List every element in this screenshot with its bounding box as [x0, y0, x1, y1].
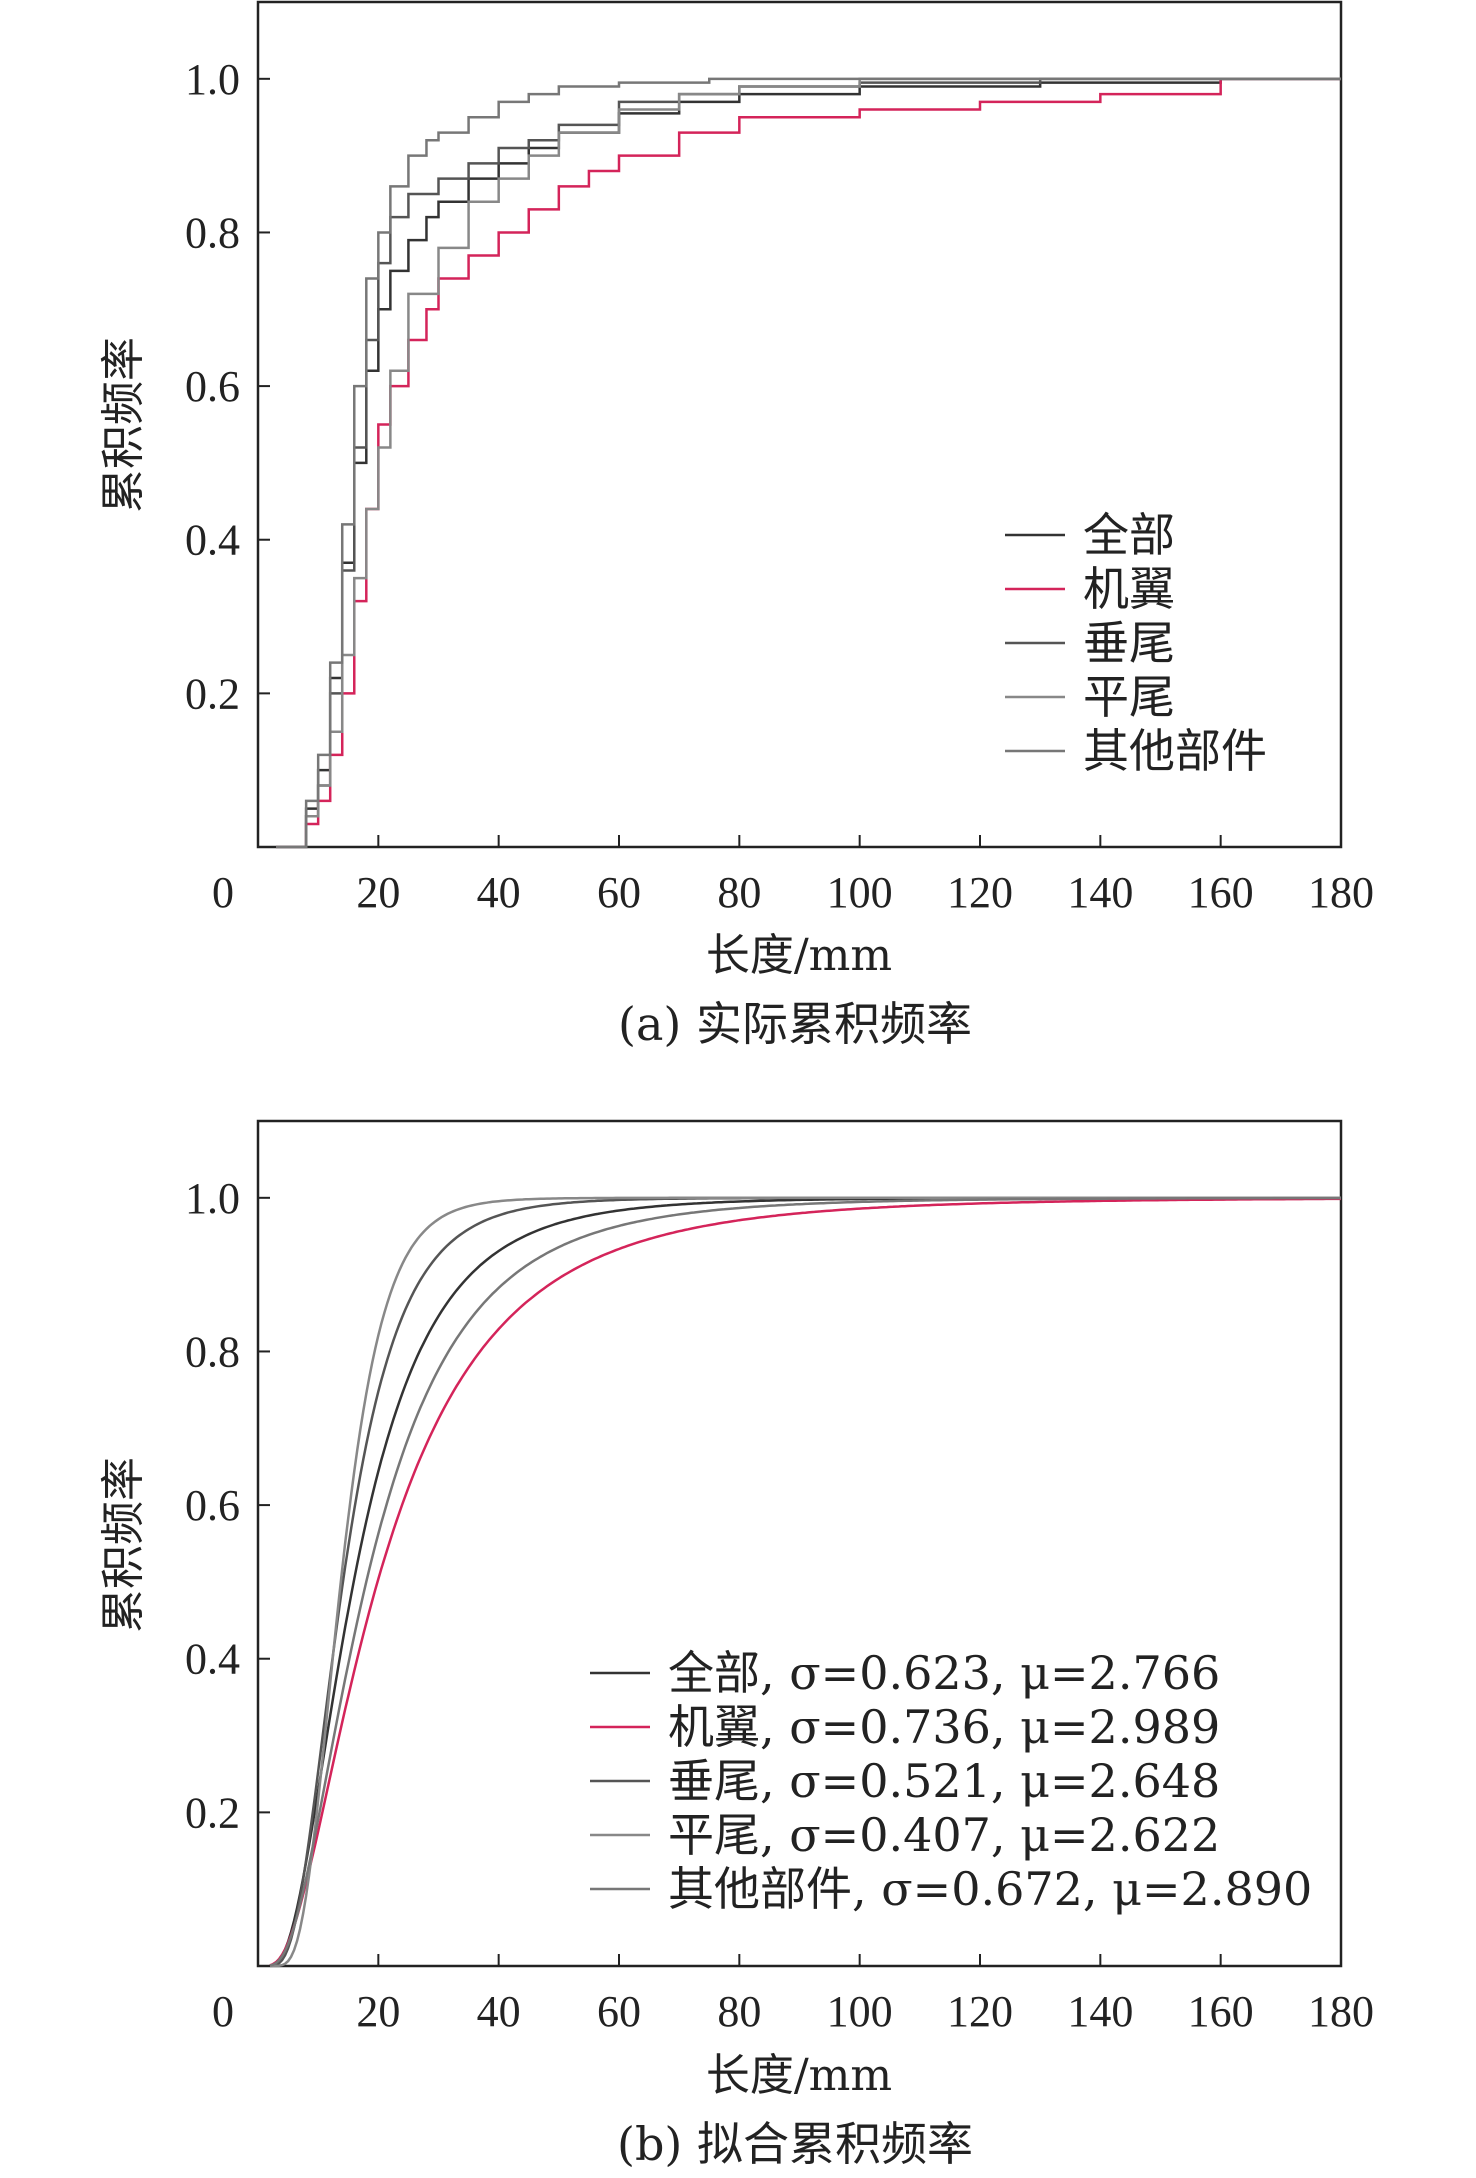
chart-b-caption: (b) 拟合累积频率 — [617, 2117, 973, 2171]
legend-label: 全部 — [1083, 508, 1175, 562]
chart-a: 0 20 40 60 80 100 120 140 160 180 0.2 0.4 0.6 0.8 1.0… — [98, 0, 1374, 1051]
y-tick-label: 0.4 — [185, 1635, 240, 1684]
x-tick-label: 0 — [212, 868, 234, 917]
series-line-平尾 — [276, 77, 1341, 849]
legend-label: 平尾 — [1083, 670, 1175, 724]
x-tick-label: 140 — [1067, 868, 1133, 917]
x-tick-label: 20 — [356, 868, 400, 917]
x-tick-label: 140 — [1067, 1987, 1133, 2036]
chart-b-y-label: 累积频率 — [98, 1457, 149, 1633]
x-tick-label: 120 — [947, 1987, 1013, 2036]
chart-b-x-ticks: 0 20 40 60 80 100 120 140 160 180 — [212, 1954, 1374, 2036]
x-tick-label: 60 — [597, 1987, 641, 2036]
chart-b: 0 20 40 60 80 100 120 140 160 180 0.2 0.4 0.6 0.8 1.0… — [98, 1119, 1374, 2171]
x-tick-label: 160 — [1188, 1987, 1254, 2036]
chart-a-frame — [256, 0, 1343, 849]
y-tick-label: 0.8 — [185, 208, 240, 257]
legend-label: 全部, σ=0.623, μ=2.766 — [668, 1646, 1220, 1700]
x-tick-label: 80 — [717, 1987, 761, 2036]
legend-label: 其他部件 — [1083, 724, 1267, 778]
x-tick-label: 100 — [827, 1987, 893, 2036]
x-tick-label: 40 — [477, 1987, 521, 2036]
chart-b-y-ticks: 0.2 0.4 0.6 0.8 1.0 — [185, 1174, 270, 1837]
legend-label: 机翼, σ=0.736, μ=2.989 — [668, 1700, 1220, 1754]
chart-b-plot-area — [269, 1196, 1341, 1968]
legend-label: 垂尾 — [1083, 616, 1175, 670]
chart-a-x-label: 长度/mm — [706, 930, 892, 981]
series-line-机翼 — [269, 1197, 1341, 1967]
x-tick-label: 40 — [477, 868, 521, 917]
x-tick-label: 100 — [827, 868, 893, 917]
y-tick-label: 1.0 — [185, 1174, 240, 1223]
legend-label: 其他部件, σ=0.672, μ=2.890 — [668, 1862, 1312, 1916]
x-tick-label: 180 — [1308, 868, 1374, 917]
x-tick-label: 120 — [947, 868, 1013, 917]
series-line-其他部件 — [269, 1196, 1341, 1967]
x-tick-label: 80 — [717, 868, 761, 917]
chart-a-y-ticks: 0.2 0.4 0.6 0.8 1.0 — [185, 55, 270, 718]
x-tick-label: 20 — [356, 1987, 400, 2036]
x-tick-label: 180 — [1308, 1987, 1374, 2036]
series-line-其他部件 — [276, 77, 1341, 849]
y-tick-label: 0.8 — [185, 1327, 240, 1376]
chart-a-plot-area — [276, 77, 1341, 849]
x-tick-label: 160 — [1188, 868, 1254, 917]
y-tick-label: 0.2 — [185, 669, 240, 718]
chart-a-caption: (a) 实际累积频率 — [618, 997, 972, 1051]
legend-label: 平尾, σ=0.407, μ=2.622 — [668, 1808, 1220, 1862]
legend-label: 垂尾, σ=0.521, μ=2.648 — [668, 1754, 1220, 1808]
x-tick-label: 0 — [212, 1987, 234, 2036]
y-tick-label: 0.6 — [185, 1481, 240, 1530]
chart-b-frame — [256, 1119, 1343, 1968]
chart-a-y-label: 累积频率 — [98, 337, 149, 513]
x-tick-label: 60 — [597, 868, 641, 917]
y-tick-label: 0.2 — [185, 1788, 240, 1837]
y-tick-label: 0.4 — [185, 516, 240, 565]
y-tick-label: 0.6 — [185, 362, 240, 411]
chart-a-x-ticks: 0 20 40 60 80 100 120 140 160 180 — [212, 835, 1374, 917]
legend-label: 机翼 — [1083, 562, 1175, 616]
y-tick-label: 1.0 — [185, 55, 240, 104]
chart-b-x-label: 长度/mm — [706, 2050, 892, 2101]
